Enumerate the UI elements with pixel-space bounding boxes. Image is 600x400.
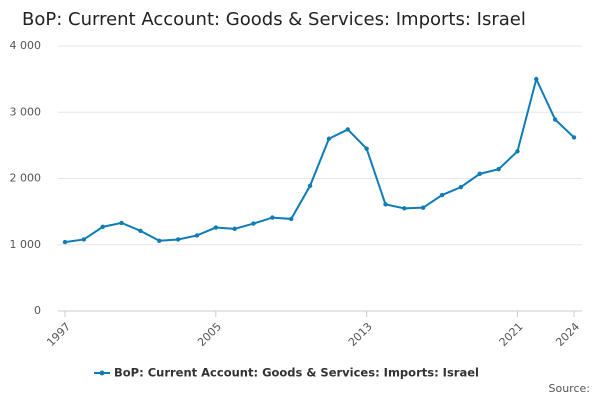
- point: [81, 237, 87, 242]
- y-tick-label: 3 000: [10, 105, 42, 118]
- point: [326, 136, 332, 141]
- y-tick-label: 0: [34, 304, 41, 317]
- y-tick-label: 1 000: [10, 238, 42, 251]
- point: [552, 117, 558, 122]
- series-line: [64, 76, 575, 244]
- point: [571, 135, 577, 140]
- point: [62, 239, 68, 245]
- source: Source:: [549, 382, 591, 395]
- point: [420, 205, 426, 210]
- point: [138, 228, 143, 234]
- point: [157, 238, 162, 243]
- y-tick-label: 2 000: [10, 172, 42, 185]
- point: [458, 184, 464, 190]
- x-tick-label: 2013: [346, 320, 375, 349]
- y-tick-label: 4 000: [10, 39, 42, 52]
- legend-label: BoP: Current Account: Goods & Services: …: [114, 366, 479, 380]
- chart-title: BoP: Current Account: Goods & Services: …: [22, 9, 526, 30]
- point: [270, 215, 275, 220]
- x-tick-label: 2024: [553, 320, 582, 349]
- point: [496, 167, 501, 172]
- point: [289, 216, 294, 222]
- point: [364, 146, 369, 151]
- x-tick-label: 2005: [195, 320, 224, 349]
- point: [402, 206, 407, 211]
- point: [307, 183, 313, 188]
- point: [383, 202, 388, 207]
- point: [534, 76, 539, 82]
- point: [119, 220, 124, 226]
- point: [232, 226, 237, 232]
- point: [345, 127, 350, 132]
- x-tick-label: 1997: [44, 320, 73, 349]
- point: [439, 192, 445, 198]
- legend-marker: [99, 370, 105, 376]
- point: [100, 224, 105, 230]
- point: [194, 233, 200, 238]
- point: [213, 225, 219, 230]
- point: [515, 149, 520, 154]
- point: [251, 221, 256, 226]
- point: [175, 237, 181, 242]
- x-tick-label: 2021: [497, 320, 526, 349]
- point: [477, 171, 482, 177]
